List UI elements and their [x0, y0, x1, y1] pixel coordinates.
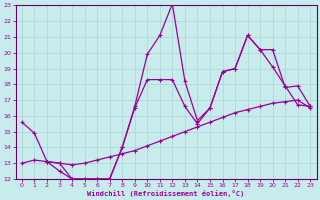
X-axis label: Windchill (Refroidissement éolien,°C): Windchill (Refroidissement éolien,°C) [87, 190, 245, 197]
